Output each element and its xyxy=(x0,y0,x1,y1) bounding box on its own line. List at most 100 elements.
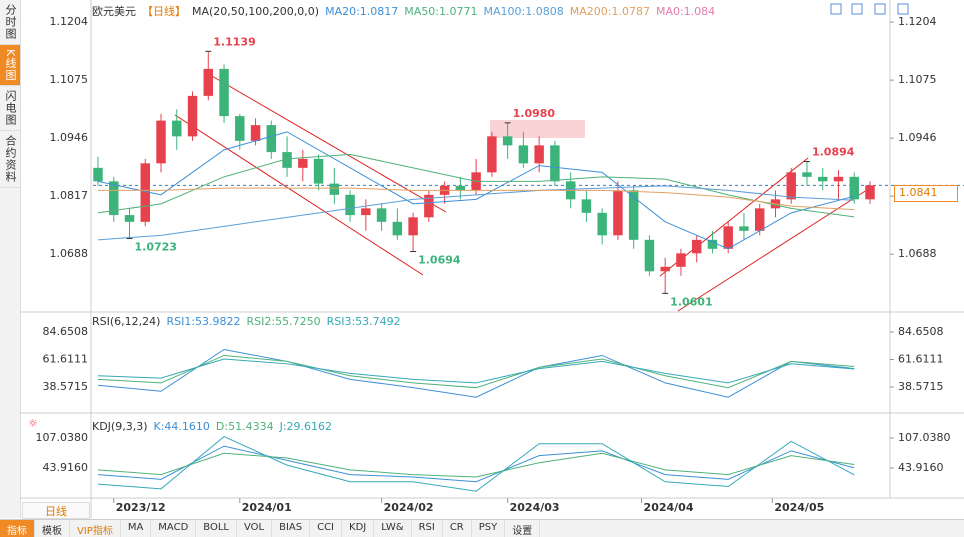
x-tick-label: 2024/03 xyxy=(510,501,560,514)
toolbar-item[interactable]: KDJ xyxy=(342,520,375,537)
toolbar-item[interactable]: MA xyxy=(121,520,152,537)
y-tick-label: 38.5715 xyxy=(898,380,944,393)
toolbar-item[interactable]: 指标 xyxy=(0,520,35,537)
toolbar-item[interactable]: BOLL xyxy=(196,520,237,537)
annotation-label: 1.0894 xyxy=(812,146,855,159)
candle-body xyxy=(203,68,214,96)
side-tab[interactable]: 合约资料 xyxy=(0,131,20,189)
legend-item: RSI3:53.7492 xyxy=(326,315,401,328)
y-tick-label: 1.0946 xyxy=(898,131,937,144)
series-line xyxy=(97,153,855,218)
side-tab[interactable]: 分时图 xyxy=(0,0,20,45)
series-line xyxy=(97,348,855,398)
candle-body xyxy=(187,95,198,137)
legend-item: D:51.4334 xyxy=(215,420,274,433)
toolbar-item[interactable]: PSY xyxy=(472,520,506,537)
legend-item: J:29.6162 xyxy=(279,420,333,433)
panel-title: RSI(6,12,24) xyxy=(92,315,161,328)
candle-body xyxy=(818,176,828,182)
y-tick-label: 107.0380 xyxy=(898,431,951,444)
legend-item: MA20:1.0817 xyxy=(325,4,399,18)
candle-body xyxy=(865,185,875,200)
x-tick-label: 2024/02 xyxy=(384,501,434,514)
candle-body xyxy=(392,221,403,236)
candle-body xyxy=(613,190,623,236)
y-tick-label: 1.1075 xyxy=(50,73,89,86)
y-tick-label: 84.6508 xyxy=(43,325,89,338)
candle-body xyxy=(502,136,513,146)
series-line xyxy=(97,436,855,492)
panel-title: 欧元美元 xyxy=(92,5,136,18)
candle-body xyxy=(156,120,166,164)
series-line xyxy=(97,358,855,384)
toolbar-item[interactable]: MACD xyxy=(151,520,197,537)
highlight-box xyxy=(490,120,585,138)
toolbar-item[interactable]: LW& xyxy=(374,520,412,537)
side-tab[interactable]: K线图 xyxy=(0,45,20,87)
settings-icon[interactable]: ☼ xyxy=(28,417,38,430)
candle-body xyxy=(313,158,324,184)
candle-body xyxy=(597,212,607,236)
y-tick-label: 1.0817 xyxy=(50,189,89,202)
candle-body xyxy=(534,145,544,164)
rsi-header: RSI(6,12,24) RSI1:53.9822 RSI2:55.7250 RSI3… xyxy=(92,315,401,328)
candle-body xyxy=(754,208,765,231)
candle-body xyxy=(219,68,229,117)
y-tick-label: 1.0946 xyxy=(50,131,89,144)
annotation-label: 1.0694 xyxy=(418,254,461,267)
toolbar-item[interactable]: 设置 xyxy=(505,520,541,537)
kdj-header: KDJ(9,3,3) K:44.1610 D:51.4334 J:29.6162 xyxy=(92,420,332,433)
panel-title: KDJ(9,3,3) xyxy=(92,420,148,433)
candle-body xyxy=(628,190,639,240)
toolbar-item[interactable]: VOL xyxy=(237,520,273,537)
candle-body xyxy=(109,181,119,216)
y-tick-label: 61.6111 xyxy=(898,353,944,366)
toolbar-item[interactable]: BIAS xyxy=(272,520,311,537)
candle-body xyxy=(329,183,340,195)
candle-body xyxy=(298,158,308,168)
series-line xyxy=(97,185,855,241)
x-tick-label: 2023/12 xyxy=(116,501,166,514)
candle-body xyxy=(833,176,844,182)
candle-body xyxy=(487,136,497,173)
candle-body xyxy=(124,215,135,222)
timeframe-label: 【日线】 xyxy=(142,5,186,18)
toolbar-item[interactable]: CR xyxy=(443,520,472,537)
series-line xyxy=(97,131,855,250)
y-tick-label: 1.0688 xyxy=(50,247,89,260)
legend-item: MA0:1.084 xyxy=(655,4,716,18)
y-tick-label: 43.9160 xyxy=(898,461,944,474)
candle-body xyxy=(235,116,245,141)
toolbar-item[interactable]: 模板 xyxy=(35,520,70,537)
candle-body xyxy=(707,239,718,249)
toolbar-item[interactable]: RSI xyxy=(412,520,443,537)
candle-body xyxy=(376,208,387,222)
annotation-label: 1.1139 xyxy=(213,35,255,48)
y-tick-label: 84.6508 xyxy=(898,325,944,338)
legend-item: MA50:1.0771 xyxy=(404,4,478,18)
y-tick-label: 1.1075 xyxy=(898,73,937,86)
candle-body xyxy=(739,226,749,231)
candle-body xyxy=(361,208,371,216)
candle-body xyxy=(424,194,434,218)
toolbar: 指标 模板 VIP指标 MA MACD BOLL VOL BIAS CCI KDJ LW& RSI CR… xyxy=(0,519,964,537)
price-header: 欧元美元 【日线】 MA(20,50,100,200,0,0) MA20:1.0817… xyxy=(92,3,715,19)
candle-body xyxy=(802,172,812,177)
candle-body xyxy=(849,176,859,200)
candle-body xyxy=(660,266,670,272)
series-line xyxy=(97,452,855,478)
toolbar-item[interactable]: CCI xyxy=(310,520,343,537)
side-tab[interactable]: 闪电图 xyxy=(0,86,20,132)
legend-item: RSI1:53.9822 xyxy=(166,315,241,328)
indicator-label: MA(20,50,100,200,0,0) xyxy=(192,4,320,18)
y-tick-label: 1.1204 xyxy=(50,15,89,28)
series-line xyxy=(97,354,855,389)
toolbar-item[interactable]: VIP指标 xyxy=(70,520,121,537)
timeframe[interactable]: 日线 xyxy=(22,502,90,519)
x-tick-label: 2024/05 xyxy=(774,501,824,514)
top-icons[interactable] xyxy=(830,3,909,15)
annotation-label: 1.0601 xyxy=(670,295,712,308)
candle-body xyxy=(786,172,796,200)
